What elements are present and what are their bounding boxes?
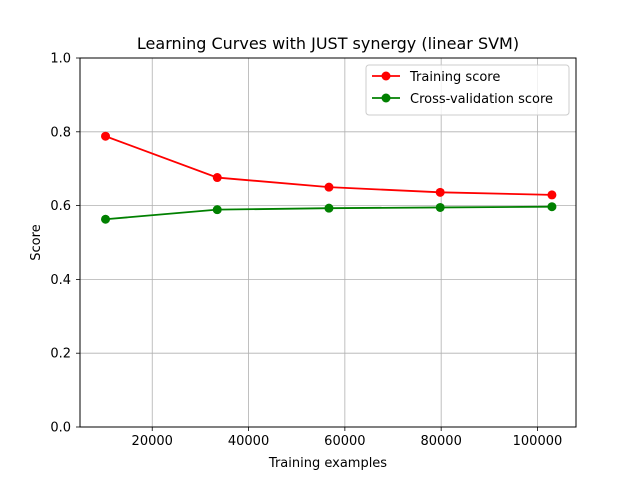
y-tick-label: 0.6 <box>50 199 71 214</box>
legend-box <box>365 64 570 116</box>
legend: Training score Cross-validation score <box>365 64 570 116</box>
legend-item: Training score <box>372 70 500 85</box>
y-axis-label: Score <box>29 224 44 260</box>
y-tick-label: 0.2 <box>50 347 71 362</box>
data-point <box>324 182 334 192</box>
data-point <box>435 202 445 212</box>
y-tick-label: 0.8 <box>50 125 71 140</box>
legend-items: Training score Cross-validation score <box>372 70 553 107</box>
y-tick-label: 0.0 <box>50 421 71 436</box>
legend-swatch-marker <box>381 71 391 81</box>
plot-frame <box>79 57 577 428</box>
x-axis-label: Training examples <box>268 456 387 471</box>
data-point <box>212 205 222 215</box>
x-tick-label: 100000 <box>513 434 563 449</box>
data-point <box>435 187 445 197</box>
data-point <box>547 202 557 212</box>
legend-label: Training score <box>409 70 500 85</box>
series-layer <box>101 131 557 224</box>
data-point <box>212 173 222 183</box>
x-tick-label: 40000 <box>228 434 269 449</box>
y-tick-label: 0.4 <box>50 273 71 288</box>
y-tick-label: 1.0 <box>50 52 71 67</box>
data-point <box>101 214 111 224</box>
x-tick-label: 60000 <box>324 434 365 449</box>
data-point <box>324 203 334 213</box>
series-0 <box>101 131 557 200</box>
chart-title: Learning Curves with JUST synergy (linea… <box>137 34 519 53</box>
axis-ticks: 20000 40000 60000 80000 100000 0.0 0.2 0.4 0.6 0.… <box>50 52 562 450</box>
data-point <box>547 190 557 200</box>
x-tick-label: 80000 <box>420 434 461 449</box>
series-1 <box>101 202 557 224</box>
legend-item: Cross-validation score <box>372 92 553 107</box>
legend-swatch-marker <box>381 93 391 103</box>
legend-label: Cross-validation score <box>410 92 553 107</box>
data-point <box>101 131 111 141</box>
x-tick-label: 20000 <box>132 434 173 449</box>
